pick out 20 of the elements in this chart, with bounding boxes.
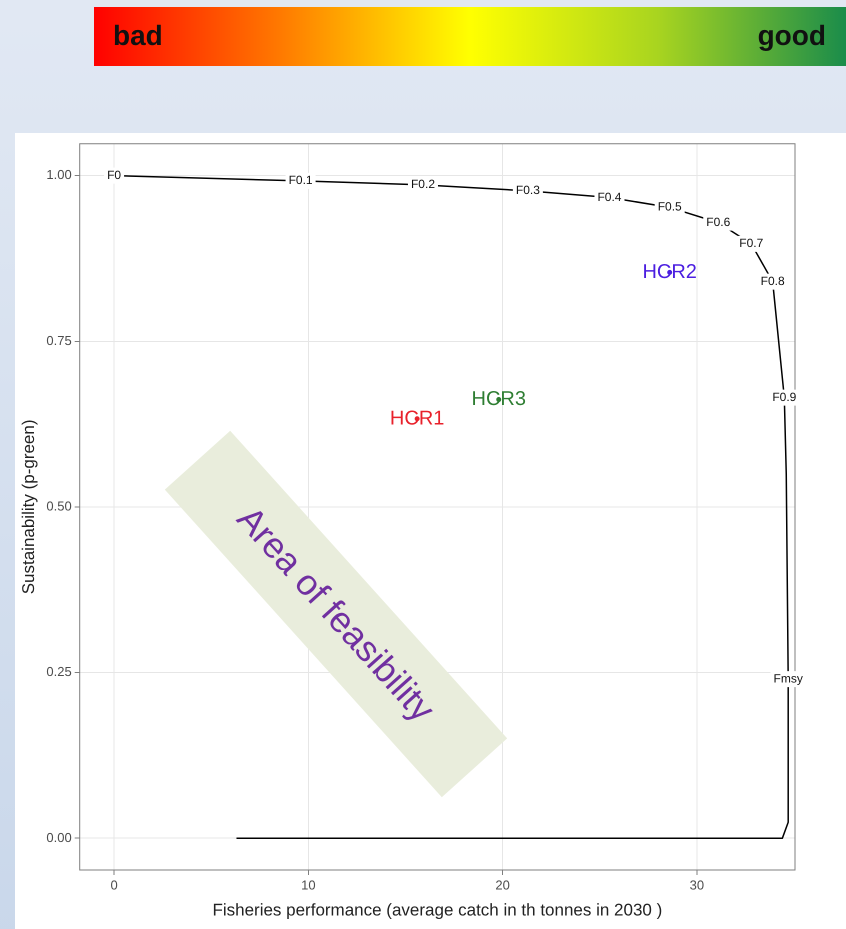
series-label: HCR2 bbox=[642, 260, 697, 283]
series-label: HCR1 bbox=[390, 407, 444, 430]
x-tick-label: 0 bbox=[110, 877, 118, 892]
y-tick-label: 0.75 bbox=[46, 332, 72, 348]
text: bad bbox=[113, 20, 163, 52]
y-tick-label: 1.00 bbox=[46, 167, 72, 182]
series-label: HCR3 bbox=[472, 388, 526, 410]
x-tick-label: 10 bbox=[301, 877, 316, 892]
x-tick-label: 30 bbox=[690, 877, 704, 892]
x-tick-label: 20 bbox=[495, 877, 510, 892]
annotation: F0.8 bbox=[760, 274, 785, 288]
y-tick-label: 0.50 bbox=[46, 498, 72, 514]
x-axis-title: Fisheries performance (average catch in th tonnes in 2030 ) bbox=[212, 900, 662, 920]
y-axis-title: Sustainability (p-green) bbox=[18, 419, 38, 594]
y-tick-label: 0.25 bbox=[46, 664, 72, 680]
annotation: F0.9 bbox=[772, 390, 797, 404]
annotation: F0 bbox=[107, 168, 122, 182]
annotation: F0.7 bbox=[739, 236, 764, 250]
y-tick-label: 0.00 bbox=[46, 830, 72, 845]
text: good bbox=[758, 20, 826, 52]
